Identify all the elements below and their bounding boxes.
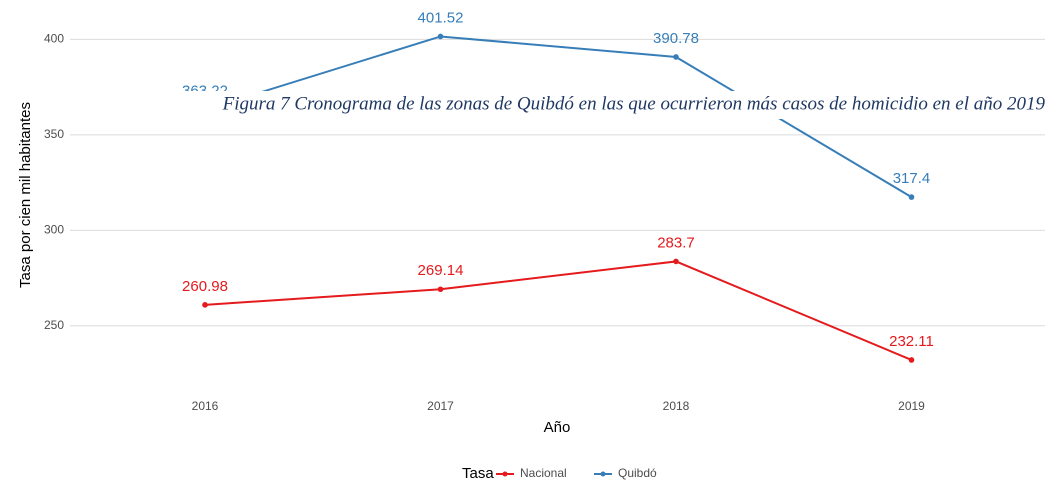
data-label: 260.98 — [182, 278, 228, 295]
x-tick-label: 2016 — [192, 399, 219, 413]
x-tick-label: 2019 — [898, 399, 925, 413]
y-tick-label: 400 — [44, 32, 64, 46]
data-label: 283.7 — [657, 234, 695, 251]
legend-label: Nacional — [520, 466, 567, 480]
x-axis-label: Año — [544, 419, 571, 436]
point — [673, 258, 679, 265]
x-tick-label: 2018 — [663, 399, 690, 413]
y-tick-label: 300 — [44, 222, 64, 236]
legend-key-point — [600, 471, 606, 477]
point — [908, 357, 915, 363]
data-label: 269.14 — [418, 262, 464, 279]
point — [202, 302, 208, 308]
point — [908, 194, 915, 200]
line — [204, 260, 912, 361]
data-label: 232.11 — [889, 333, 934, 350]
point — [437, 286, 444, 293]
caption-background — [96, 91, 1049, 119]
data-label: 317.4 — [893, 170, 931, 187]
legend-label: Quibdó — [618, 466, 657, 480]
point — [673, 54, 679, 60]
data-label: 390.78 — [653, 30, 699, 47]
legend-key-point — [502, 471, 508, 477]
y-tick-label: 250 — [44, 318, 64, 332]
line — [204, 35, 913, 198]
data-label: 401.52 — [418, 9, 464, 26]
caption: Figura 7 Cronograma de las zonas de Quib… — [222, 93, 1046, 114]
point — [437, 33, 444, 40]
y-axis-label: Tasa por cien mil habitantes — [17, 102, 34, 288]
legend-title: Tasa — [462, 465, 494, 482]
x-tick-label: 2017 — [427, 399, 454, 413]
y-tick-label: 350 — [44, 127, 64, 141]
